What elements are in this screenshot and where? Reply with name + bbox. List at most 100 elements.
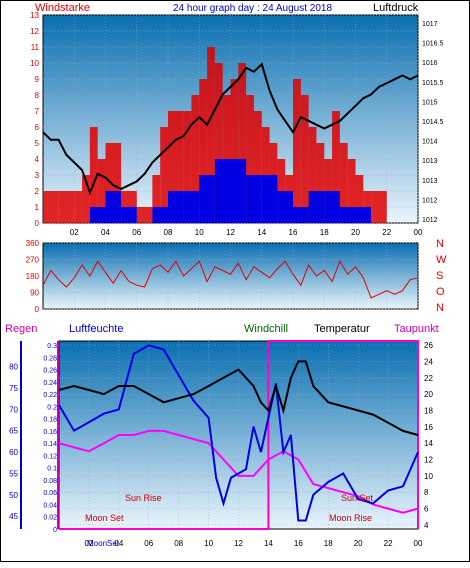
wind-avg-bar bbox=[214, 159, 231, 223]
humidity-tick-label: 75 bbox=[9, 384, 18, 393]
x-tick-label: 16 bbox=[289, 228, 298, 237]
annotation-sun-rise: Sun Rise bbox=[125, 493, 162, 503]
wind-avg-bar bbox=[199, 175, 215, 223]
humidity-tick-label: 80 bbox=[9, 363, 18, 372]
wind-gust-bar bbox=[371, 191, 387, 223]
wind-avg-bar bbox=[105, 191, 122, 223]
pressure-tick-label: 1017 bbox=[422, 21, 438, 28]
annotation-sun-set: Sun Set bbox=[341, 493, 374, 503]
rain-tick-label: 0 bbox=[53, 527, 57, 534]
rain-tick-label: 0.24 bbox=[43, 380, 57, 387]
wind-tick-label: 12 bbox=[30, 27, 39, 36]
temperature-tick-label: 16 bbox=[424, 423, 433, 432]
x-tick-label: 18 bbox=[324, 539, 333, 548]
wind-tick-label: 6 bbox=[35, 123, 40, 132]
direction-tick-label: 0 bbox=[35, 305, 40, 314]
wind-tick-label: 3 bbox=[35, 171, 40, 180]
pressure-tick-label: 1016 bbox=[422, 60, 438, 67]
wind-tick-label: 1 bbox=[35, 203, 40, 212]
x-tick-label: 22 bbox=[384, 539, 393, 548]
wind-avg-bar bbox=[121, 207, 137, 223]
wind-gust-bar bbox=[207, 47, 215, 223]
wind-gust-bar bbox=[199, 79, 208, 223]
wind-gust-bar bbox=[43, 191, 59, 223]
rain-tick-label: 0.3 bbox=[47, 343, 57, 350]
x-tick-label: 02 bbox=[70, 228, 79, 237]
pressure-tick-label: 1014.5 bbox=[422, 119, 444, 126]
wind-tick-label: 5 bbox=[35, 139, 40, 148]
pressure-tick-label: 1012 bbox=[422, 197, 438, 204]
wind-avg-bar bbox=[277, 191, 293, 223]
wind-gust-bar bbox=[97, 159, 106, 223]
humidity-line bbox=[58, 344, 419, 522]
legend-rain: Regen bbox=[5, 323, 37, 335]
temperature-line bbox=[58, 360, 419, 436]
x-tick-label: 02 bbox=[84, 539, 93, 548]
pressure-tick-label: 1013 bbox=[422, 178, 438, 185]
compass-letter: W bbox=[436, 254, 447, 266]
wind-gust-bar bbox=[339, 143, 348, 223]
x-tick-label: 18 bbox=[320, 228, 329, 237]
compass-letter: N bbox=[436, 238, 444, 250]
x-tick-label: 10 bbox=[195, 228, 204, 237]
wind-gust-bar bbox=[308, 127, 317, 223]
rain-tick-label: 0.2 bbox=[47, 404, 57, 411]
wind-strength-label: Windstarke bbox=[35, 2, 90, 14]
pressure-label: Luftdruck bbox=[373, 2, 419, 14]
wind-avg-bar bbox=[293, 207, 309, 223]
bottom-moonset-label: MoonSet bbox=[87, 539, 120, 548]
wind-gust-bar bbox=[293, 79, 301, 223]
legend-temperature: Temperatur bbox=[314, 323, 370, 335]
wind-direction-grid bbox=[43, 242, 419, 310]
wind-avg-bar bbox=[339, 207, 356, 223]
compass-letter: O bbox=[436, 286, 445, 298]
rain-tick-label: 0.16 bbox=[43, 429, 57, 436]
x-tick-label: 16 bbox=[294, 539, 303, 548]
pressure-tick-label: 1013 bbox=[422, 158, 438, 165]
wind-tick-label: 4 bbox=[35, 155, 40, 164]
humidity-tick-label: 50 bbox=[9, 491, 18, 500]
dewpoint-line bbox=[58, 429, 419, 514]
wind-tick-label: 13 bbox=[30, 11, 39, 20]
wind-avg-bar bbox=[261, 175, 278, 223]
wind-gust-bar bbox=[89, 127, 98, 223]
wind-gust-bar bbox=[355, 175, 364, 223]
wind-avg-bar bbox=[89, 207, 106, 223]
compass-letter: S bbox=[436, 270, 443, 282]
legend-humidity: Luftfeuchte bbox=[69, 323, 123, 335]
pressure-tick-label: 1015 bbox=[422, 99, 438, 106]
wind-tick-label: 7 bbox=[35, 107, 40, 116]
chart-title: 24 hour graph day : 24 August 2018 bbox=[173, 3, 332, 14]
direction-tick-label: 360 bbox=[26, 239, 40, 248]
temperature-tick-label: 12 bbox=[424, 456, 433, 465]
rain-tick-label: 0.22 bbox=[43, 392, 57, 399]
wind-avg-bars bbox=[89, 159, 372, 223]
wind-gust-bar bbox=[74, 191, 83, 223]
wind-gust-bar bbox=[58, 191, 75, 223]
temperature-tick-label: 4 bbox=[424, 521, 429, 530]
wind-gust-bar bbox=[214, 63, 223, 223]
rain-tick-label: 0.1 bbox=[47, 466, 57, 473]
temperature-tick-label: 24 bbox=[424, 357, 433, 366]
temperature-tick-label: 6 bbox=[424, 505, 429, 514]
x-tick-label: 08 bbox=[164, 228, 173, 237]
x-tick-label: 20 bbox=[351, 228, 360, 237]
wind-avg-bar bbox=[308, 191, 325, 223]
x-tick-label: 00 bbox=[414, 539, 423, 548]
rain-tick-label: 0.28 bbox=[43, 355, 57, 362]
temperature-tick-label: 10 bbox=[424, 472, 433, 481]
direction-tick-label: 180 bbox=[26, 272, 40, 281]
x-tick-label: 12 bbox=[234, 539, 243, 548]
wind-pressure-x-ticks: 02 04 06 08 10 12 14 16 18 20 22 00 bbox=[70, 228, 423, 237]
temperature-axis-ticks: 4 6 8 10 12 14 16 18 20 22 24 26 bbox=[424, 341, 433, 530]
compass-letter: N bbox=[436, 302, 444, 314]
wind-avg-bar bbox=[152, 207, 168, 223]
pressure-tick-label: 1016.5 bbox=[422, 41, 444, 48]
temperature-tick-label: 14 bbox=[424, 439, 433, 448]
wind-gust-bar bbox=[300, 95, 309, 223]
humidity-axis-ticks: 45 50 55 60 65 70 75 80 bbox=[9, 341, 22, 529]
direction-axis-ticks: 0 90 180 270 360 bbox=[26, 239, 40, 314]
wind-gust-bar bbox=[136, 207, 153, 223]
